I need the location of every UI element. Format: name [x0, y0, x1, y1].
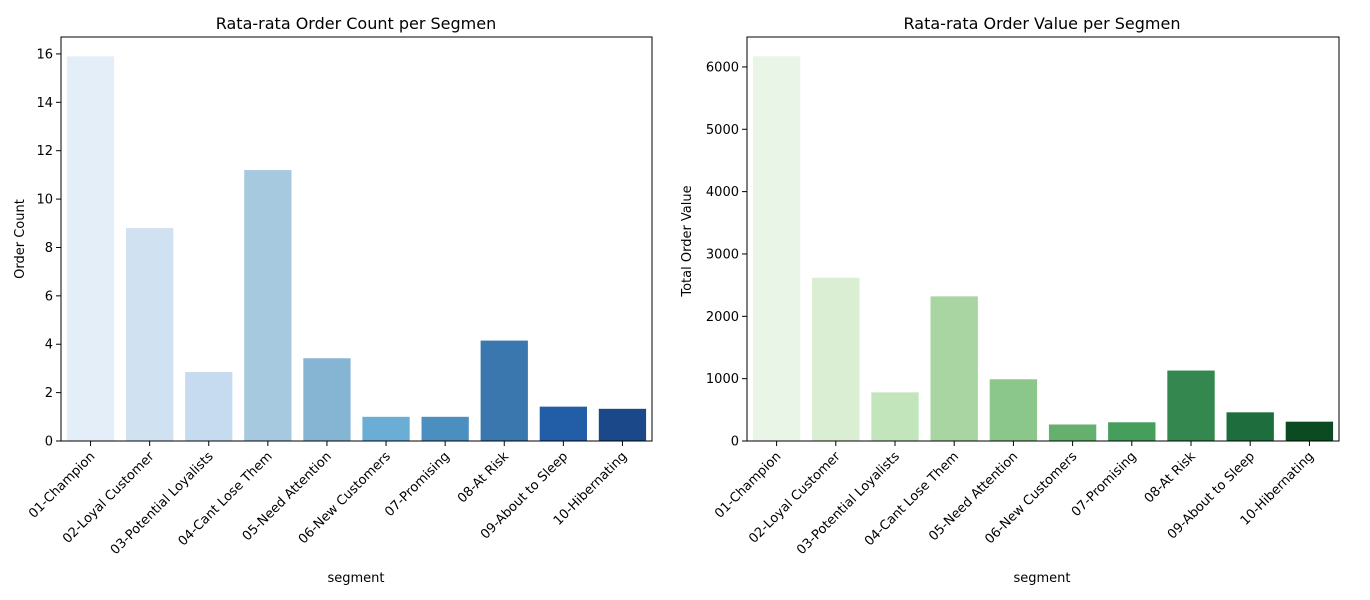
bar — [126, 228, 174, 441]
bar — [871, 392, 919, 441]
bar — [480, 340, 528, 441]
y-tick-label: 6 — [45, 289, 53, 304]
axes-frame — [60, 36, 653, 442]
y-tick-label: 16 — [36, 47, 53, 62]
y-tick-label: 0 — [731, 435, 739, 450]
bar — [812, 277, 860, 441]
y-tick-label: 2000 — [706, 310, 739, 325]
y-tick-label: 6000 — [706, 60, 739, 75]
bar — [66, 56, 115, 441]
bar — [1285, 421, 1334, 441]
y-tick-label: 3000 — [706, 247, 739, 262]
axes-frame — [746, 36, 1340, 442]
y-tick-label: 4000 — [706, 185, 739, 200]
bar — [244, 170, 292, 441]
y-axis: 0 1000 2000 3000 4000 5000 6000 — [706, 60, 747, 450]
bar — [362, 416, 410, 441]
bars — [752, 56, 1334, 442]
bars — [66, 56, 647, 441]
y-tick-label: 1000 — [706, 372, 739, 387]
chart-title: Rata-rata Order Count per Segmen — [216, 14, 497, 33]
bar — [1226, 412, 1274, 441]
bar — [421, 416, 469, 441]
y-tick-label: 8 — [45, 241, 53, 256]
y-axis: 0 2 4 6 8 10 12 14 16 — [36, 47, 61, 450]
bar — [303, 358, 351, 441]
y-axis-label: Order Count — [13, 199, 28, 279]
x-axis-label: segment — [1013, 571, 1070, 586]
x-axis-label: segment — [327, 571, 384, 586]
y-tick-label: 10 — [36, 193, 53, 208]
bar — [989, 379, 1038, 441]
y-tick-label: 12 — [36, 144, 53, 159]
bar — [598, 408, 647, 441]
bar — [1167, 370, 1215, 441]
bar — [185, 372, 233, 441]
y-tick-label: 5000 — [706, 123, 739, 138]
chart-title: Rata-rata Order Value per Segmen — [904, 14, 1181, 33]
bar — [1048, 424, 1097, 441]
bar — [1108, 422, 1156, 441]
y-tick-label: 2 — [45, 386, 53, 401]
y-tick-label: 0 — [45, 435, 53, 450]
bar — [930, 296, 978, 441]
y-axis-label: Total Order Value — [680, 185, 695, 297]
y-tick-label: 14 — [36, 96, 53, 111]
bar — [539, 406, 587, 441]
y-tick-label: 4 — [45, 338, 53, 353]
bar — [752, 56, 801, 442]
